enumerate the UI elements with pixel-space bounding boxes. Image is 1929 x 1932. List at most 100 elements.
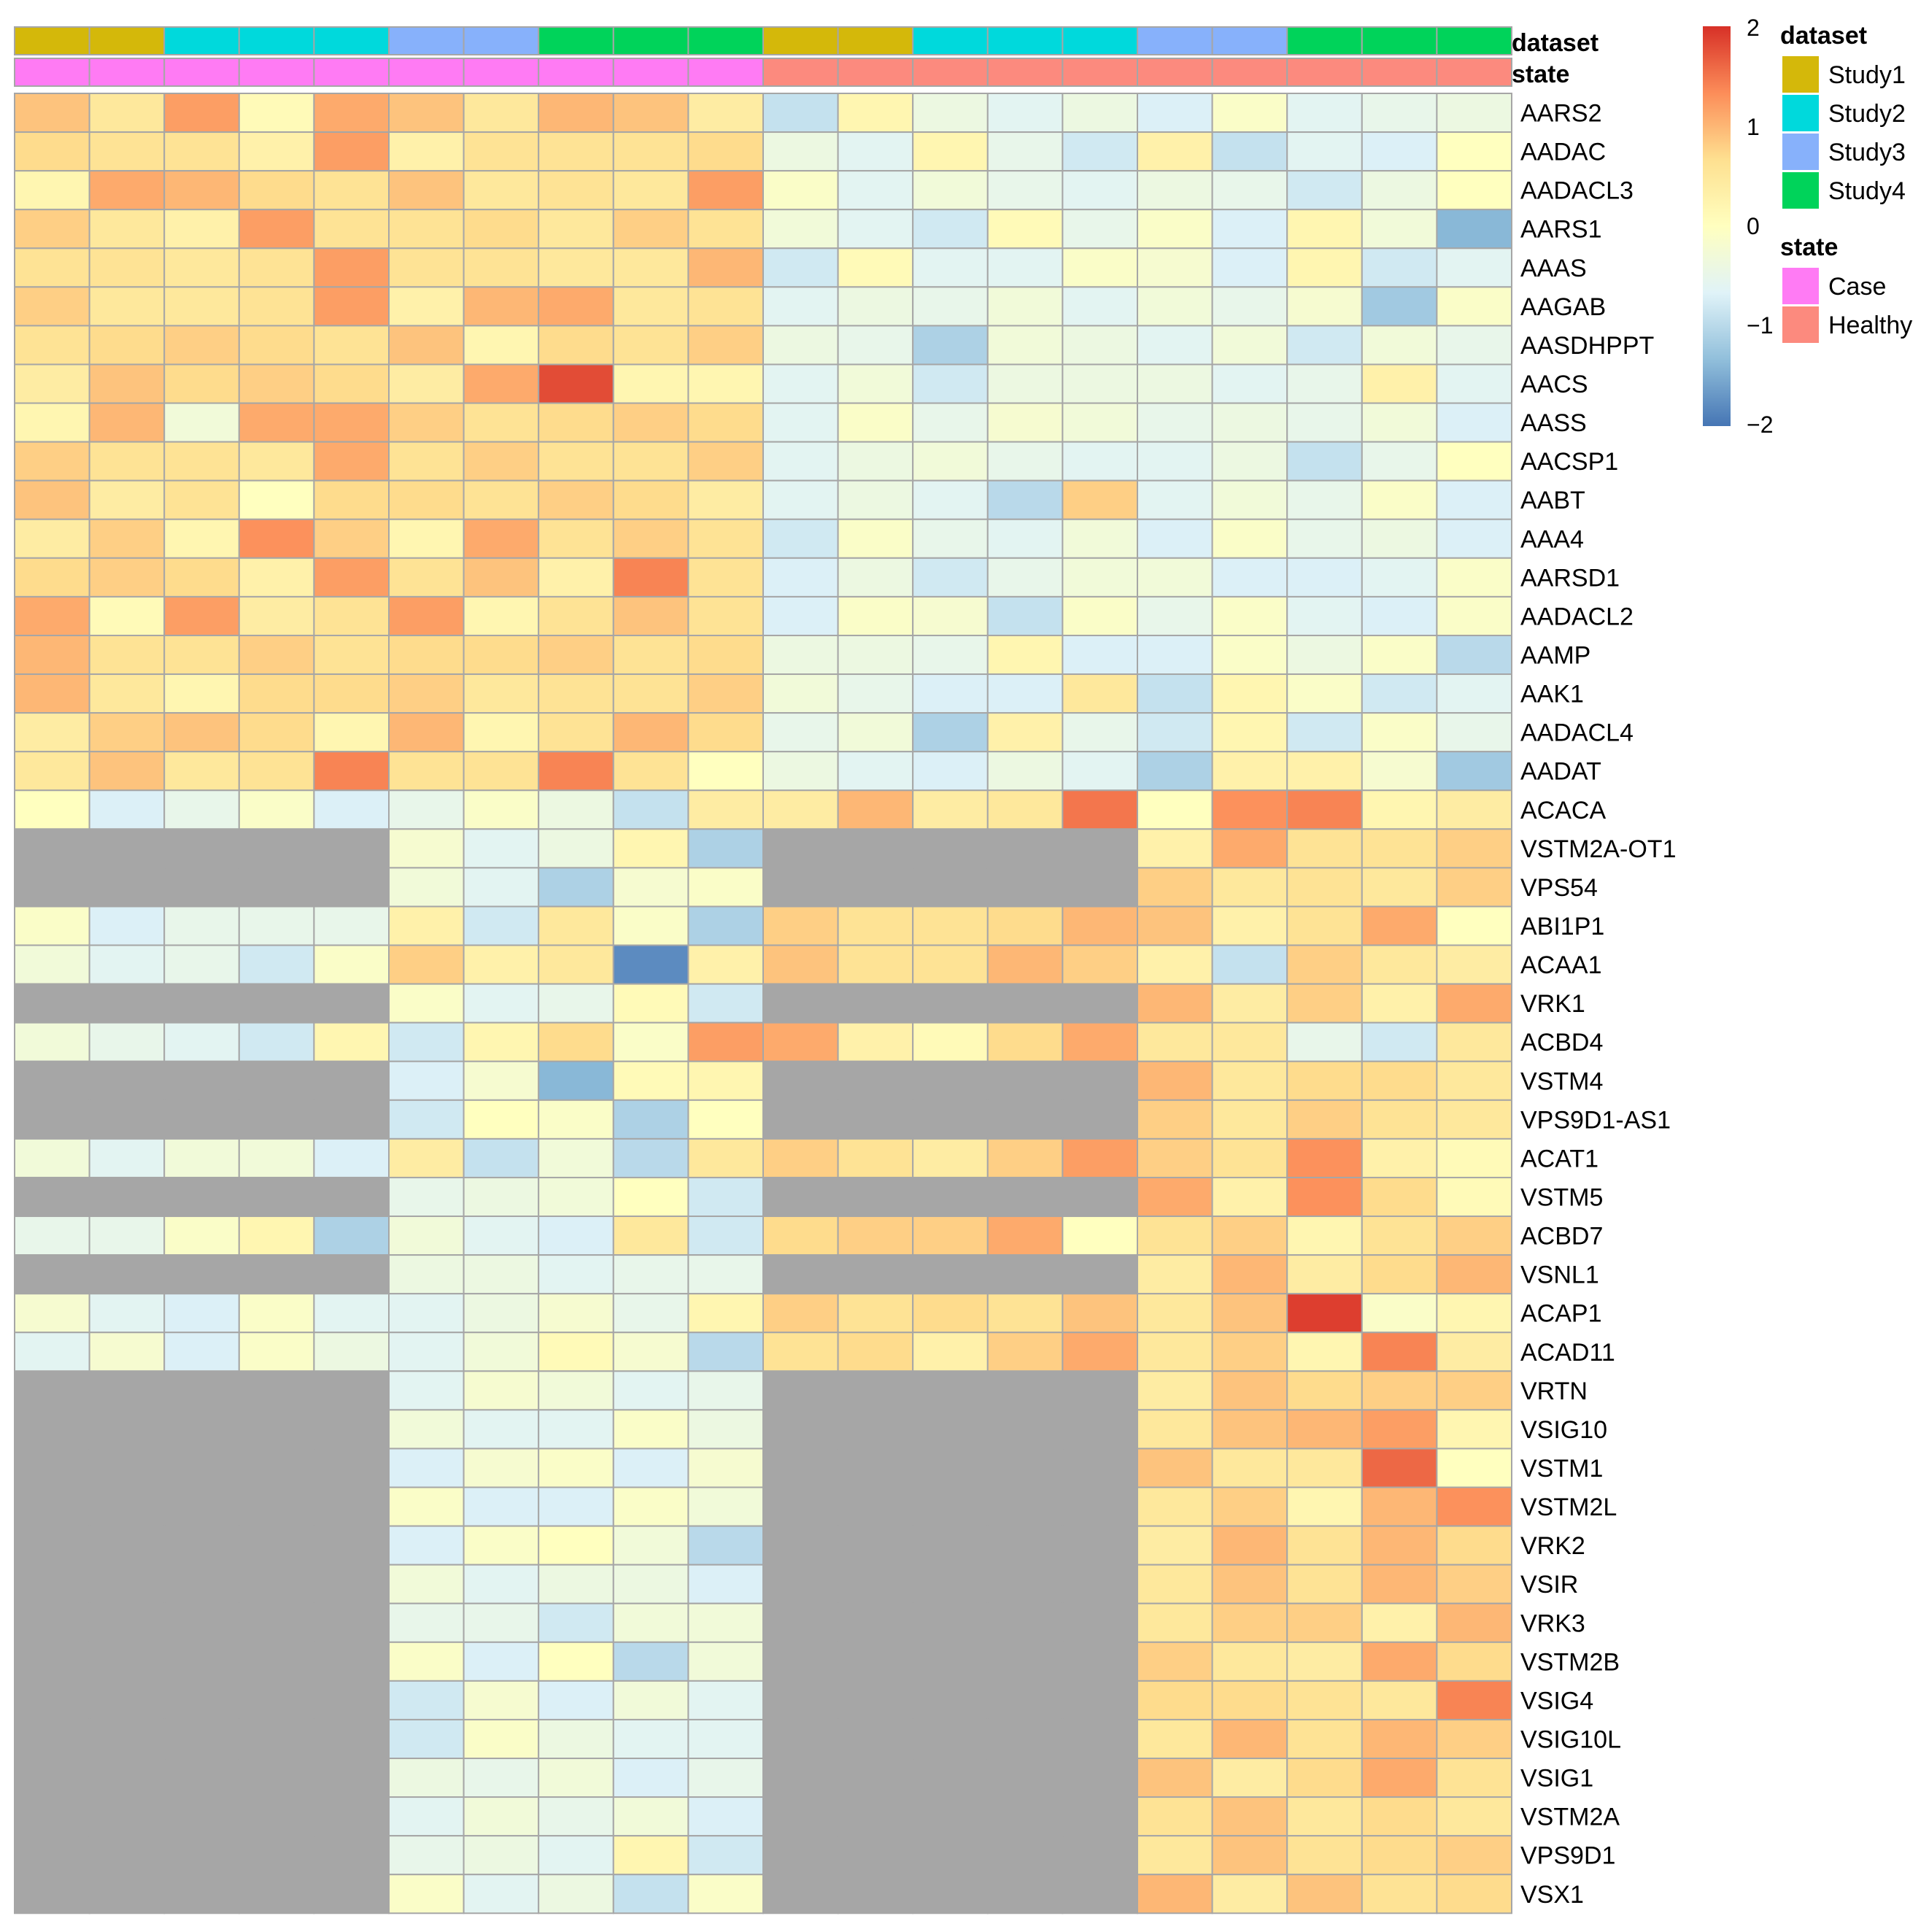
heatmap-cell — [1361, 131, 1438, 172]
heatmap-cell — [1286, 867, 1363, 908]
heatmap-cell — [313, 1564, 390, 1604]
dataset-annotation-cell — [986, 26, 1064, 55]
heatmap-cell — [687, 1293, 765, 1334]
heatmap-cell — [837, 1796, 914, 1837]
heatmap-cell — [1436, 286, 1513, 327]
heatmap-cell — [238, 1602, 315, 1643]
heatmap-cell — [88, 1602, 166, 1643]
heatmap-cell — [762, 247, 839, 288]
heatmap-cell — [1211, 209, 1288, 250]
heatmap-cell — [1062, 325, 1139, 366]
heatmap-cell — [1211, 1099, 1288, 1140]
heatmap-cell — [1361, 1525, 1438, 1566]
heatmap-cell — [612, 712, 689, 753]
heatmap-cell — [238, 363, 315, 404]
heatmap-cell — [986, 1216, 1064, 1256]
heatmap-cell — [163, 518, 240, 559]
heatmap-cell — [1137, 1796, 1213, 1837]
heatmap-cell — [538, 1332, 614, 1372]
heatmap-cell — [612, 789, 689, 830]
heatmap-cell — [88, 1758, 166, 1798]
state-annotation-cell — [986, 58, 1064, 87]
heatmap-cell — [762, 867, 839, 908]
heatmap-cell — [612, 247, 689, 288]
heatmap-cell — [538, 93, 614, 134]
heatmap-cell — [463, 905, 540, 946]
heatmap-cell — [762, 479, 839, 520]
heatmap-cell — [163, 828, 240, 869]
heatmap-cell — [1286, 1060, 1363, 1101]
heatmap-cell — [538, 1486, 614, 1527]
heatmap-cell — [1286, 1176, 1363, 1218]
heatmap-cell — [687, 1680, 765, 1720]
heatmap-cell — [1436, 1680, 1513, 1720]
heatmap-cell — [1211, 325, 1288, 366]
heatmap-cell — [88, 170, 166, 211]
heatmap-cell — [14, 595, 90, 636]
heatmap-cell — [762, 1718, 839, 1760]
heatmap-cell — [612, 944, 689, 985]
heatmap-cell — [1062, 595, 1139, 636]
heatmap-cell — [1062, 247, 1139, 288]
heatmap-cell — [163, 1796, 240, 1837]
heatmap-cell — [388, 93, 465, 134]
heatmap-cell — [313, 1602, 390, 1643]
heatmap-cell — [538, 634, 614, 676]
dataset-annotation-cell — [1436, 26, 1513, 55]
heatmap-cell — [986, 1680, 1064, 1720]
heatmap-cell — [837, 595, 914, 636]
gene-label: VSTM2A-OT1 — [1520, 835, 1676, 863]
heatmap-cell — [1062, 983, 1139, 1024]
heatmap-cell — [986, 1448, 1064, 1488]
heatmap-cell — [1137, 867, 1213, 908]
heatmap-cell — [238, 1370, 315, 1411]
heatmap-cell — [1361, 944, 1438, 985]
heatmap-cell — [1361, 209, 1438, 250]
heatmap-cell — [14, 1370, 90, 1411]
state-annotation-cell — [1211, 58, 1288, 87]
heatmap-cell — [912, 209, 989, 250]
heatmap-cell — [912, 363, 989, 404]
heatmap-cell — [238, 479, 315, 520]
heatmap-cell — [388, 1796, 465, 1837]
heatmap-cell — [762, 673, 839, 714]
heatmap-cell — [1286, 1099, 1363, 1140]
heatmap-cell — [88, 1641, 166, 1682]
heatmap-cell — [687, 131, 765, 172]
heatmap-cell — [1286, 209, 1363, 250]
heatmap-cell — [388, 1758, 465, 1798]
heatmap-cell — [687, 1835, 765, 1876]
heatmap-cell — [1211, 1060, 1288, 1101]
heatmap-cell — [612, 93, 689, 134]
heatmap-cell — [538, 905, 614, 946]
heatmap-cell — [1211, 712, 1288, 753]
heatmap-cell — [762, 1486, 839, 1527]
heatmap-cell — [837, 325, 914, 366]
heatmap-cell — [238, 595, 315, 636]
heatmap-cell — [986, 634, 1064, 676]
heatmap-cell — [1062, 1602, 1139, 1643]
heatmap-cell — [1286, 828, 1363, 869]
heatmap-cell — [612, 1602, 689, 1643]
heatmap-cell — [1062, 1176, 1139, 1218]
heatmap-cell — [1137, 1874, 1213, 1914]
heatmap-cell — [762, 789, 839, 830]
heatmap-cell — [463, 1332, 540, 1372]
heatmap-cell — [463, 1099, 540, 1140]
heatmap-cell — [1137, 673, 1213, 714]
heatmap-cell — [1062, 1060, 1139, 1101]
heatmap-cell — [388, 363, 465, 404]
heatmap-cell — [1137, 1486, 1213, 1527]
heatmap-cell — [1361, 1370, 1438, 1411]
heatmap-cell — [1062, 209, 1139, 250]
state-annotation-cell — [1137, 58, 1213, 87]
heatmap-cell — [612, 1021, 689, 1062]
heatmap-cell — [88, 93, 166, 134]
heatmap-cell — [1062, 170, 1139, 211]
gene-label: VPS9D1-AS1 — [1520, 1106, 1671, 1134]
heatmap-cell — [837, 944, 914, 985]
heatmap-cell — [912, 1021, 989, 1062]
heatmap-cell — [14, 209, 90, 250]
heatmap-cell — [1286, 1409, 1363, 1450]
heatmap-cell — [1137, 170, 1213, 211]
